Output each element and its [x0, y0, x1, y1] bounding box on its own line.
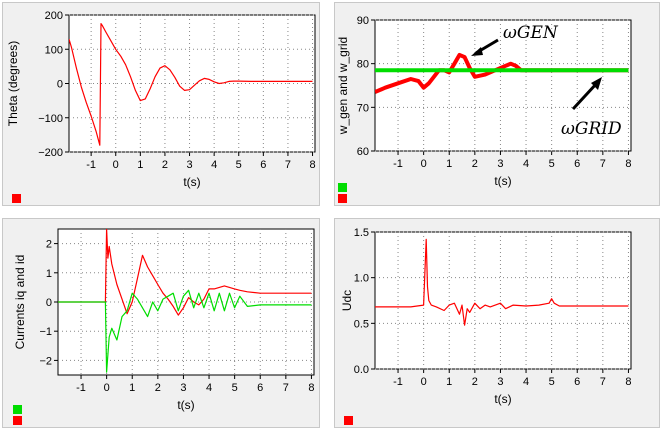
x-tick-label: 1: [446, 376, 452, 388]
x-tick-label: 2: [162, 159, 168, 171]
udc-chart: -1 0 1 2 3 4 5 6 7 8 1.5 1.0 0.5 0.0 t(s) Udc: [340, 227, 632, 406]
omega-grid-annotation: ωGRID: [561, 119, 622, 139]
y-tick-label: 100: [45, 44, 63, 56]
x-tick-label: 2: [472, 158, 478, 170]
theta-chart: -1 0 1 2 3 4 5 6 7 8 200 100 0 −100 −200 t(s) Theta (deg…: [6, 10, 316, 189]
y-tick-label: −200: [38, 147, 63, 159]
x-tick-label: 6: [574, 376, 580, 388]
x-tick-label: 7: [285, 159, 291, 171]
y-axis-label: Theta (degrees): [6, 41, 20, 126]
y-tick-label: 0.0: [354, 364, 369, 376]
y-tick-label: 1: [46, 268, 52, 280]
series-line-0: [69, 23, 313, 146]
x-tick-label: 4: [523, 158, 529, 170]
x-tick-label: 4: [523, 376, 529, 388]
currents-chart: -1 0 1 2 3 4 5 6 7 8 2 1 0 −1 −2 t(s) Currents iq and id: [13, 228, 315, 412]
x-tick-label: 0: [113, 159, 119, 171]
x-tick-label: 7: [283, 382, 289, 394]
legend-swatch-red: [13, 416, 22, 425]
x-tick-label: -1: [86, 159, 96, 171]
x-axis-label: t(s): [177, 398, 194, 412]
legend-swatch-green: [338, 183, 347, 192]
x-tick-label: 3: [497, 376, 503, 388]
y-tick-label: −100: [38, 113, 63, 125]
x-axis-label: t(s): [494, 392, 511, 406]
x-tick-label: 1: [446, 158, 452, 170]
x-tick-label: -1: [76, 382, 86, 394]
y-tick-label: 0: [57, 79, 63, 91]
x-tick-label: 6: [260, 159, 266, 171]
x-tick-label: 1: [137, 159, 143, 171]
y-tick-label: −2: [39, 355, 52, 367]
x-tick-label: 4: [211, 159, 217, 171]
x-tick-label: 3: [186, 159, 192, 171]
y-tick-label: −1: [39, 326, 52, 338]
x-tick-label: -1: [393, 376, 403, 388]
x-tick-label: 5: [549, 158, 555, 170]
x-tick-label: 8: [625, 376, 631, 388]
omega-chart-panel: -1 0 1 2 3 4 5 6 7 8 90 80 70 60 t(s) w_gen and w_grid ω…: [334, 2, 660, 206]
udc-chart-panel: -1 0 1 2 3 4 5 6 7 8 1.5 1.0 0.5 0.0 t(s) Udc: [334, 218, 660, 428]
x-tick-label: 1: [129, 382, 135, 394]
x-tick-label: 7: [600, 376, 606, 388]
x-tick-label: 7: [600, 158, 606, 170]
y-tick-label: 1.0: [354, 273, 369, 285]
y-tick-label: 60: [357, 146, 369, 158]
x-tick-label: 4: [206, 382, 212, 394]
plot-area: [374, 231, 632, 370]
series-line-0: [58, 229, 312, 316]
x-tick-label: 0: [421, 376, 427, 388]
legend-swatch-green: [13, 405, 22, 414]
y-tick-label: 90: [357, 15, 369, 27]
x-tick-label: 5: [236, 159, 242, 171]
theta-chart-panel: -1 0 1 2 3 4 5 6 7 8 200 100 0 −100 −200 t(s) Theta (deg…: [2, 2, 320, 206]
y-axis-label: Currents iq and id: [13, 255, 27, 350]
x-tick-label: 8: [309, 159, 315, 171]
x-axis-label: t(s): [494, 174, 511, 188]
x-tick-label: 0: [104, 382, 110, 394]
y-tick-label: 0.5: [354, 318, 369, 330]
x-tick-label: 6: [574, 158, 580, 170]
annotation-arrowhead: [471, 47, 483, 56]
annotation-arrowhead: [591, 77, 602, 90]
x-tick-label: 2: [155, 382, 161, 394]
omega-gen-annotation: ωGEN: [503, 23, 559, 43]
legend-swatch-red: [12, 194, 21, 203]
x-axis-label: t(s): [183, 175, 200, 189]
x-tick-label: -1: [393, 158, 403, 170]
currents-chart-panel: -1 0 1 2 3 4 5 6 7 8 2 1 0 −1 −2 t(s) Currents iq and id: [2, 218, 320, 428]
x-tick-label: 5: [232, 382, 238, 394]
x-tick-label: 8: [308, 382, 314, 394]
x-tick-label: 5: [549, 376, 555, 388]
omega-chart: -1 0 1 2 3 4 5 6 7 8 90 80 70 60 t(s) w_gen and w_grid ω…: [336, 15, 632, 188]
y-tick-label: 2: [46, 239, 52, 251]
y-tick-label: 200: [45, 10, 63, 22]
legend-swatch-red: [338, 194, 347, 203]
x-tick-label: 8: [625, 158, 631, 170]
y-axis-label: w_gen and w_grid: [336, 37, 350, 135]
x-tick-label: 6: [257, 382, 263, 394]
x-tick-label: 0: [421, 158, 427, 170]
y-tick-label: 80: [357, 59, 369, 71]
y-tick-label: 0: [46, 297, 52, 309]
y-axis-label: Udc: [340, 290, 354, 311]
x-tick-label: 3: [497, 158, 503, 170]
series-line-1: [58, 289, 312, 373]
plot-area: [374, 19, 632, 152]
series-line-0: [375, 238, 629, 326]
y-tick-label: 70: [357, 102, 369, 114]
annotation-arrow: [571, 81, 599, 111]
y-tick-label: 1.5: [354, 227, 369, 239]
x-tick-label: 2: [472, 376, 478, 388]
legend-swatch-red: [344, 416, 353, 425]
x-tick-label: 3: [180, 382, 186, 394]
